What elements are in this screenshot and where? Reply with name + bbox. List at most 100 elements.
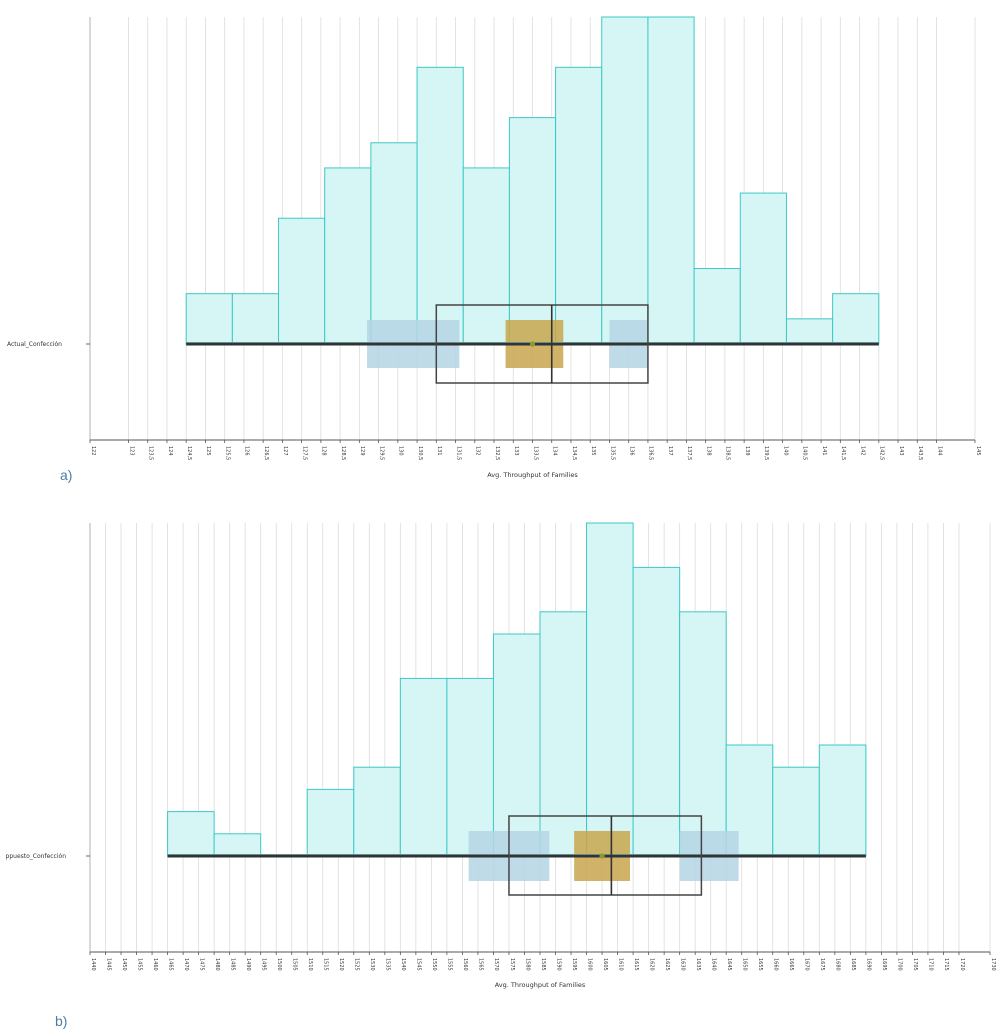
x-tick-label: 141,5	[840, 446, 846, 460]
x-tick-label: 131	[436, 446, 442, 456]
x-tick-label: 1565	[478, 958, 484, 971]
histogram-bar	[818, 744, 867, 857]
panel-label: a)	[60, 467, 72, 483]
x-tick-label: 1730	[990, 958, 996, 971]
x-tick-label: 1530	[369, 958, 375, 971]
x-tick-label: 1520	[338, 958, 344, 971]
x-tick-label: 1575	[509, 958, 515, 971]
x-tick-label: 1560	[462, 958, 468, 971]
x-tick-label: 124	[167, 446, 173, 456]
x-tick-label: 126	[244, 446, 250, 456]
histogram-bar	[462, 167, 510, 345]
histogram-bar	[555, 66, 603, 345]
x-tick-label: 1540	[400, 958, 406, 971]
x-tick-label: 140	[782, 446, 788, 456]
x-tick-label: 1455	[136, 958, 142, 971]
x-tick-label: 136,5	[648, 446, 654, 460]
box-q1-q3	[508, 815, 703, 896]
x-tick-label: 1700	[897, 958, 903, 971]
x-tick-label: 1610	[617, 958, 623, 971]
histogram-bar	[213, 833, 262, 857]
x-tick-label: 1695	[881, 958, 887, 971]
x-tick-label: 135	[590, 446, 596, 456]
x-tick-label: 1685	[850, 958, 856, 971]
histogram-bar	[416, 66, 464, 345]
x-tick-label: 1580	[524, 958, 530, 971]
x-tick-label: 124,5	[186, 446, 192, 460]
x-tick-label: 1440	[90, 958, 96, 971]
x-tick-label: 138,5	[725, 446, 731, 460]
x-tick-label: 1525	[354, 958, 360, 971]
x-tick-label: 144	[936, 446, 942, 456]
x-tick-label: 1485	[229, 958, 235, 971]
x-tick-label: 127	[282, 446, 288, 456]
histogram-bar	[647, 16, 695, 345]
x-tick-label: 1595	[571, 958, 577, 971]
x-tick-label: 1500	[276, 958, 282, 971]
mean-marker	[529, 341, 536, 347]
x-tick-label: 1710	[928, 958, 934, 971]
x-tick-label: 131,5	[455, 446, 461, 460]
x-tick-label: 1480	[214, 958, 220, 971]
histogram-bar	[324, 167, 372, 345]
x-tick-label: 132,5	[494, 446, 500, 460]
x-tick-label: 125,5	[224, 446, 230, 460]
histogram-bar	[446, 677, 494, 857]
x-tick-label: 140,5	[802, 446, 808, 460]
histogram-bar	[370, 142, 418, 345]
category-label: Actual_Confección	[7, 341, 62, 348]
x-tick-label: 142,5	[879, 446, 885, 460]
box-q1-q3	[435, 304, 649, 384]
x-tick-label: 1515	[323, 958, 329, 971]
x-tick-label: 1720	[959, 958, 965, 971]
x-tick-label: 138	[705, 446, 711, 456]
x-tick-label: 1620	[648, 958, 654, 971]
histogram-bar	[725, 744, 774, 857]
x-tick-label: 1705	[912, 958, 918, 971]
histogram-bar	[353, 766, 401, 857]
x-tick-label: 1570	[493, 958, 499, 971]
x-tick-label: 137	[667, 446, 673, 456]
panel-label: b)	[55, 1013, 67, 1029]
x-tick-label: 1555	[447, 958, 453, 971]
mean-marker	[599, 853, 605, 859]
x-tick-label: 1445	[105, 958, 111, 971]
histogram-bar	[832, 293, 880, 345]
histogram-bar	[399, 677, 448, 857]
histogram-bar	[539, 611, 588, 857]
x-tick-label: 134	[552, 446, 558, 456]
histogram-bar	[679, 611, 727, 857]
x-tick-label: 139	[744, 446, 750, 456]
x-tick-label: 1600	[586, 958, 592, 971]
x-tick-label: 1650	[742, 958, 748, 971]
x-tick-label: 1675	[819, 958, 825, 971]
histogram-bar	[739, 192, 787, 345]
x-tick-label: 129	[359, 446, 365, 456]
x-tick-label: 145	[975, 446, 981, 456]
x-tick-label: 130	[398, 446, 404, 456]
x-tick-label: 1615	[633, 958, 639, 971]
x-tick-label: 1640	[710, 958, 716, 971]
x-tick-label: 132	[475, 446, 481, 456]
x-axis-title: Avg. Throughput of Families	[495, 981, 586, 989]
x-tick-label: 1535	[385, 958, 391, 971]
histogram-bar	[586, 522, 634, 857]
x-tick-label: 1630	[679, 958, 685, 971]
x-tick-label: 1690	[866, 958, 872, 971]
x-tick-label: 127,5	[301, 446, 307, 460]
x-tick-label: 139,5	[763, 446, 769, 460]
x-tick-label: 1545	[416, 958, 422, 971]
x-tick-label: 128	[321, 446, 327, 456]
x-tick-label: 142	[859, 446, 865, 456]
histogram-bar	[785, 318, 834, 345]
histogram-bar	[693, 268, 741, 345]
x-tick-label: 1505	[292, 958, 298, 971]
histogram-bar	[601, 16, 649, 345]
x-tick-label: 126,5	[263, 446, 269, 460]
x-tick-label: 129,5	[378, 446, 384, 460]
x-tick-label: 1680	[835, 958, 841, 971]
histogram-bar	[772, 766, 820, 857]
x-tick-label: 123	[128, 446, 134, 456]
histogram-bar	[278, 217, 326, 345]
